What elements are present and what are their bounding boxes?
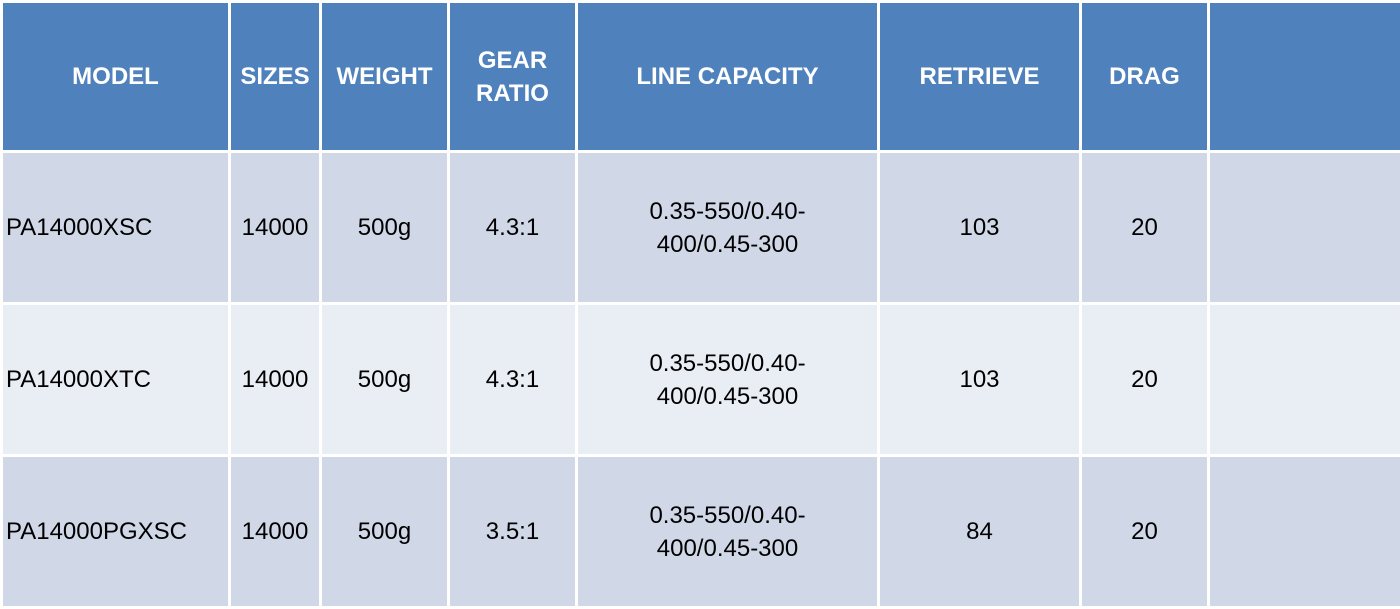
cell-line-capacity-line1: 0.35-550/0.40-: [649, 197, 806, 225]
cell-line-capacity-line1: 0.35-550/0.40-: [649, 349, 806, 377]
cell-sizes: 14000: [228, 150, 322, 305]
cell-extra: [1207, 454, 1400, 609]
cell-model: PA14000PGXSC: [0, 454, 231, 609]
header-drag: DRAG: [1079, 0, 1210, 153]
table-row: PA14000PGXSC 14000 500g 3.5:1 0.35-550/0…: [0, 454, 1400, 609]
cell-sizes: 14000: [228, 454, 322, 609]
cell-line-capacity-line2: 400/0.45-300: [656, 534, 799, 562]
header-retrieve: RETRIEVE: [877, 0, 1082, 153]
header-gear-ratio-line1: GEAR: [477, 46, 548, 74]
cell-model: PA14000XSC: [0, 150, 231, 305]
cell-weight: 500g: [319, 454, 450, 609]
cell-weight: 500g: [319, 150, 450, 305]
cell-extra: [1207, 302, 1400, 457]
table-row: PA14000XSC 14000 500g 4.3:1 0.35-550/0.4…: [0, 150, 1400, 305]
cell-gear-ratio: 4.3:1: [447, 150, 578, 305]
cell-retrieve: 84: [877, 454, 1082, 609]
cell-extra: [1207, 150, 1400, 305]
header-line-capacity: LINE CAPACITY: [575, 0, 880, 153]
header-weight: WEIGHT: [319, 0, 450, 153]
header-row: MODEL SIZES WEIGHT GEAR RATIO LINE CAPACI…: [0, 0, 1400, 153]
cell-line-capacity-line2: 400/0.45-300: [656, 230, 799, 258]
cell-gear-ratio: 3.5:1: [447, 454, 578, 609]
cell-line-capacity-line1: 0.35-550/0.40-: [649, 501, 806, 529]
header-gear-ratio: GEAR RATIO: [447, 0, 578, 153]
header-extra: [1207, 0, 1400, 153]
header-gear-ratio-line2: RATIO: [476, 79, 549, 107]
cell-line-capacity: 0.35-550/0.40- 400/0.45-300: [575, 150, 880, 305]
header-model: MODEL: [0, 0, 231, 153]
cell-line-capacity: 0.35-550/0.40- 400/0.45-300: [575, 302, 880, 457]
cell-model: PA14000XTC: [0, 302, 231, 457]
cell-weight: 500g: [319, 302, 450, 457]
cell-line-capacity: 0.35-550/0.40- 400/0.45-300: [575, 454, 880, 609]
cell-sizes: 14000: [228, 302, 322, 457]
header-sizes: SIZES: [228, 0, 322, 153]
cell-drag: 20: [1079, 302, 1210, 457]
cell-retrieve: 103: [877, 302, 1082, 457]
cell-retrieve: 103: [877, 150, 1082, 305]
cell-line-capacity-line2: 400/0.45-300: [656, 382, 799, 410]
table-row: PA14000XTC 14000 500g 4.3:1 0.35-550/0.4…: [0, 302, 1400, 457]
cell-gear-ratio: 4.3:1: [447, 302, 578, 457]
cell-drag: 20: [1079, 150, 1210, 305]
cell-drag: 20: [1079, 454, 1210, 609]
